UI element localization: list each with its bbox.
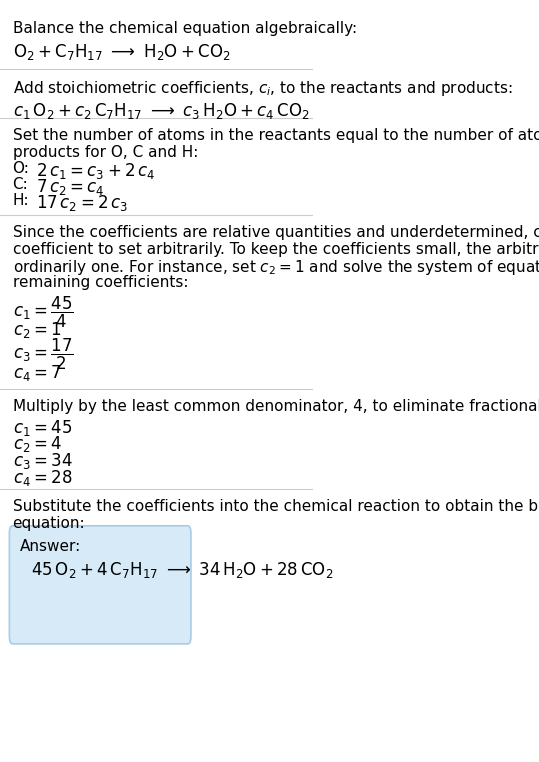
Text: ordinarily one. For instance, set $c_2 = 1$ and solve the system of equations fo: ordinarily one. For instance, set $c_2 =… — [12, 258, 539, 277]
Text: $c_1 = 45$: $c_1 = 45$ — [12, 418, 72, 437]
Text: Add stoichiometric coefficients, $c_i$, to the reactants and products:: Add stoichiometric coefficients, $c_i$, … — [12, 79, 512, 98]
Text: $c_3 = 34$: $c_3 = 34$ — [12, 451, 72, 471]
Text: Substitute the coefficients into the chemical reaction to obtain the balanced: Substitute the coefficients into the che… — [12, 499, 539, 514]
Text: $2\,c_1 = c_3 + 2\,c_4$: $2\,c_1 = c_3 + 2\,c_4$ — [36, 161, 155, 181]
Text: remaining coefficients:: remaining coefficients: — [12, 275, 188, 290]
Text: $45\,\mathrm{O_2} + 4\,\mathrm{C_7H_{17}}\ \longrightarrow\ 34\,\mathrm{H_2O} + : $45\,\mathrm{O_2} + 4\,\mathrm{C_7H_{17}… — [31, 560, 334, 580]
Text: Since the coefficients are relative quantities and underdetermined, choose a: Since the coefficients are relative quan… — [12, 225, 539, 240]
Text: products for O, C and H:: products for O, C and H: — [12, 145, 198, 160]
Text: Multiply by the least common denominator, 4, to eliminate fractional coefficient: Multiply by the least common denominator… — [12, 399, 539, 414]
Text: $\mathrm{O_2 + C_7H_{17}\ \longrightarrow\ H_2O + CO_2}$: $\mathrm{O_2 + C_7H_{17}\ \longrightarro… — [12, 42, 230, 62]
Text: Balance the chemical equation algebraically:: Balance the chemical equation algebraica… — [12, 21, 357, 37]
Text: equation:: equation: — [12, 516, 85, 531]
Text: coefficient to set arbitrarily. To keep the coefficients small, the arbitrary va: coefficient to set arbitrarily. To keep … — [12, 242, 539, 257]
Text: $c_1 = \dfrac{45}{4}$: $c_1 = \dfrac{45}{4}$ — [12, 295, 73, 330]
Text: $17\,c_2 = 2\,c_3$: $17\,c_2 = 2\,c_3$ — [36, 193, 128, 213]
Text: $c_1\,\mathrm{O_2} + c_2\,\mathrm{C_7H_{17}}\ \longrightarrow\ c_3\,\mathrm{H_2O: $c_1\,\mathrm{O_2} + c_2\,\mathrm{C_7H_{… — [12, 101, 309, 120]
Text: H:: H: — [12, 193, 29, 208]
FancyBboxPatch shape — [9, 526, 191, 644]
Text: $c_4 = 7$: $c_4 = 7$ — [12, 363, 61, 383]
Text: $7\,c_2 = c_4$: $7\,c_2 = c_4$ — [36, 177, 105, 197]
Text: O:: O: — [12, 161, 30, 176]
Text: Answer:: Answer: — [20, 539, 81, 555]
Text: C:: C: — [12, 177, 28, 192]
Text: $c_2 = 1$: $c_2 = 1$ — [12, 320, 61, 340]
Text: $c_4 = 28$: $c_4 = 28$ — [12, 468, 72, 488]
Text: $c_2 = 4$: $c_2 = 4$ — [12, 434, 61, 454]
Text: $c_3 = \dfrac{17}{2}$: $c_3 = \dfrac{17}{2}$ — [12, 337, 73, 372]
Text: Set the number of atoms in the reactants equal to the number of atoms in the: Set the number of atoms in the reactants… — [12, 128, 539, 143]
